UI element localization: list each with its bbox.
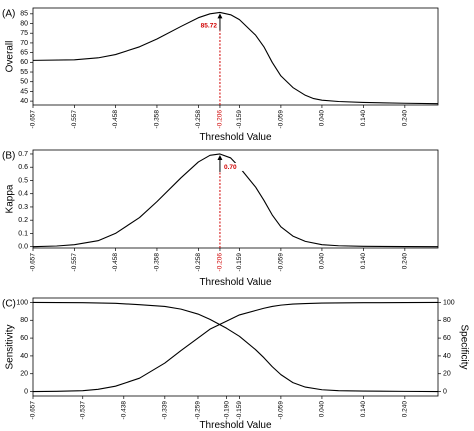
annotation-background — [196, 21, 217, 30]
y-tick-label: 0 — [24, 388, 28, 395]
x-tick-label: -0.206 — [217, 110, 224, 129]
annotation-background — [222, 162, 243, 171]
series-line-1 — [32, 301, 439, 393]
y-tick-label: 0.1 — [18, 230, 28, 237]
x-tick-label: 0.240 — [402, 110, 409, 127]
x-tick-label: -0.258 — [195, 253, 202, 272]
x-axis-title: Threshold Value — [199, 420, 272, 431]
y-axis-title: Sensitivity — [5, 324, 16, 369]
y-tick-label: 85 — [20, 11, 28, 18]
x-tick-label: 0.140 — [360, 253, 367, 270]
optimum-arrow-head — [217, 154, 223, 160]
x-tick-label: -0.206 — [217, 253, 224, 272]
x-tick-label: -0.657 — [30, 253, 37, 272]
y-tick-label-right: 0 — [443, 388, 447, 395]
y-tick-label: 40 — [20, 98, 28, 105]
x-tick-label: -0.339 — [162, 401, 169, 420]
y-axis-title-right: Specificity — [458, 324, 469, 369]
chart-panel-1: (A) 40 45 50 55 60 65 70 75 80 85 -0.657 -0.557 -0.45… — [2, 7, 439, 143]
x-tick-label: -0.557 — [71, 110, 78, 129]
y-tick-label: 0.2 — [18, 217, 28, 224]
y-tick-label-right: 20 — [443, 371, 451, 378]
y-tick-label: 0.5 — [18, 177, 28, 184]
x-tick-label: -0.159 — [236, 110, 243, 129]
y-tick-label: 0.7 — [18, 151, 28, 158]
x-tick-label: -0.059 — [278, 110, 285, 129]
y-tick-label: 0.4 — [18, 191, 28, 198]
y-tick-label: 60 — [20, 335, 28, 342]
x-tick-label: 0.040 — [319, 110, 326, 127]
y-tick-label: 80 — [20, 20, 28, 27]
x-tick-label: -0.557 — [71, 253, 78, 272]
optimum-arrow-head — [217, 13, 223, 19]
y-tick-label: 0.6 — [18, 164, 28, 171]
panel-label: (B) — [2, 150, 15, 161]
x-tick-label: -0.059 — [278, 253, 285, 272]
y-tick-label-right: 100 — [443, 299, 455, 306]
x-tick-label: -0.358 — [154, 253, 161, 272]
panel-label: (A) — [2, 8, 15, 19]
plot-frame — [32, 7, 439, 106]
y-tick-label: 70 — [20, 40, 28, 47]
y-tick-label: 45 — [20, 88, 28, 95]
y-tick-label: 55 — [20, 69, 28, 76]
y-tick-label: 40 — [20, 353, 28, 360]
plot-frame — [32, 149, 439, 249]
x-axis-title: Threshold Value — [199, 132, 272, 143]
x-tick-label: -0.190 — [223, 401, 230, 420]
x-tick-label: -0.438 — [121, 401, 128, 420]
y-tick-label: 100 — [16, 299, 28, 306]
y-tick-label: 50 — [20, 79, 28, 86]
y-tick-label: 75 — [20, 30, 28, 37]
plot-frame — [32, 297, 439, 397]
x-tick-label: 0.140 — [360, 401, 367, 418]
y-tick-label-right: 40 — [443, 353, 451, 360]
x-tick-label: 0.040 — [319, 401, 326, 418]
optimum-value-label: 0.70 — [224, 164, 237, 171]
x-tick-label: -0.537 — [79, 401, 86, 420]
x-tick-label: -0.059 — [278, 401, 285, 420]
y-tick-label: 60 — [20, 59, 28, 66]
x-tick-label: 0.240 — [402, 253, 409, 270]
y-tick-label: 20 — [20, 371, 28, 378]
x-tick-label: 0.240 — [402, 401, 409, 418]
x-tick-label: 0.040 — [319, 253, 326, 270]
chart-panel-3: (C) 0 20 40 60 80 100 0 20 40 60 80 100 -0.657 -0.537 -… — [2, 297, 469, 431]
y-tick-label-right: 60 — [443, 335, 451, 342]
x-tick-label: -0.458 — [112, 253, 119, 272]
y-tick-label: 80 — [20, 317, 28, 324]
x-tick-label: -0.159 — [236, 253, 243, 272]
x-tick-label: 0.140 — [360, 110, 367, 127]
x-axis-title: Threshold Value — [199, 277, 272, 288]
x-tick-label: -0.258 — [195, 110, 202, 129]
series-line-1 — [32, 153, 439, 248]
series-line-2 — [32, 301, 439, 393]
y-tick-label-right: 80 — [443, 317, 451, 324]
y-tick-label: 0.3 — [18, 204, 28, 211]
x-tick-label: -0.259 — [195, 401, 202, 420]
y-axis-title: Overall — [5, 41, 16, 73]
y-tick-label: 65 — [20, 49, 28, 56]
x-tick-label: -0.657 — [30, 110, 37, 129]
x-tick-label: -0.159 — [236, 401, 243, 420]
x-tick-label: -0.657 — [30, 401, 37, 420]
x-tick-label: -0.458 — [112, 110, 119, 129]
y-axis-title: Kappa — [5, 184, 16, 213]
optimum-value-label: 85.72 — [201, 23, 218, 30]
x-tick-label: -0.358 — [154, 110, 161, 129]
y-tick-label: 0.0 — [18, 244, 28, 251]
chart-panel-2: (B) 0.0 0.1 0.2 0.3 0.4 0.5 0.6 0.7 -0.657 -0.557 -… — [2, 149, 439, 288]
panel-label: (C) — [2, 298, 16, 309]
series-line-1 — [32, 11, 439, 105]
